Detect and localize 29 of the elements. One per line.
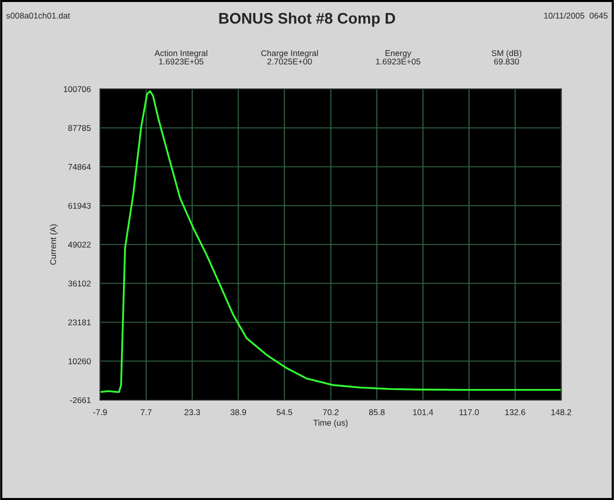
y-tick-label: 87785 [68,125,91,131]
y-tick-label: 74864 [68,164,91,170]
y-tick-label: 10260 [68,358,91,364]
y-axis-title: Current (A) [50,224,58,265]
y-tick-label: 100706 [64,86,91,92]
text: Charge Integral 2.7025E+00 [261,50,318,64]
x-tick-label: 54.5 [276,409,292,416]
x-tick-label: 38.9 [230,409,246,416]
y-tick-label: 49022 [68,242,91,248]
x-tick-label: 117.0 [460,409,479,416]
x-tick-label: 132.6 [505,409,526,416]
text: SM (dB) 69.830 [492,50,522,64]
x-tick-label: 23.3 [184,409,200,416]
x-tick-label: 101.4 [413,409,434,416]
x-tick-label: 70.2 [323,409,338,416]
text: Action Integral 1.6923E+05 [154,50,208,64]
text: 10/11/2005 0645 [544,12,608,19]
chart-title: BONUS Shot #8 Comp D [219,12,396,27]
x-axis-title: Time (us) [313,420,348,428]
y-tick-label: 36102 [68,280,91,286]
y-tick-label: 23181 [68,319,91,326]
x-tick-label: 148.2 [551,409,572,416]
x-tick-label: -7.9 [93,409,107,416]
text: Energy 1.6923E+05 [376,50,420,64]
y-tick-label: 61943 [68,202,91,209]
x-tick-label: 7.7 [140,409,152,416]
y-tick-label: -2661 [70,397,91,404]
text: s008a01ch01.dat [6,12,70,19]
x-tick-label: 85.8 [369,409,385,416]
